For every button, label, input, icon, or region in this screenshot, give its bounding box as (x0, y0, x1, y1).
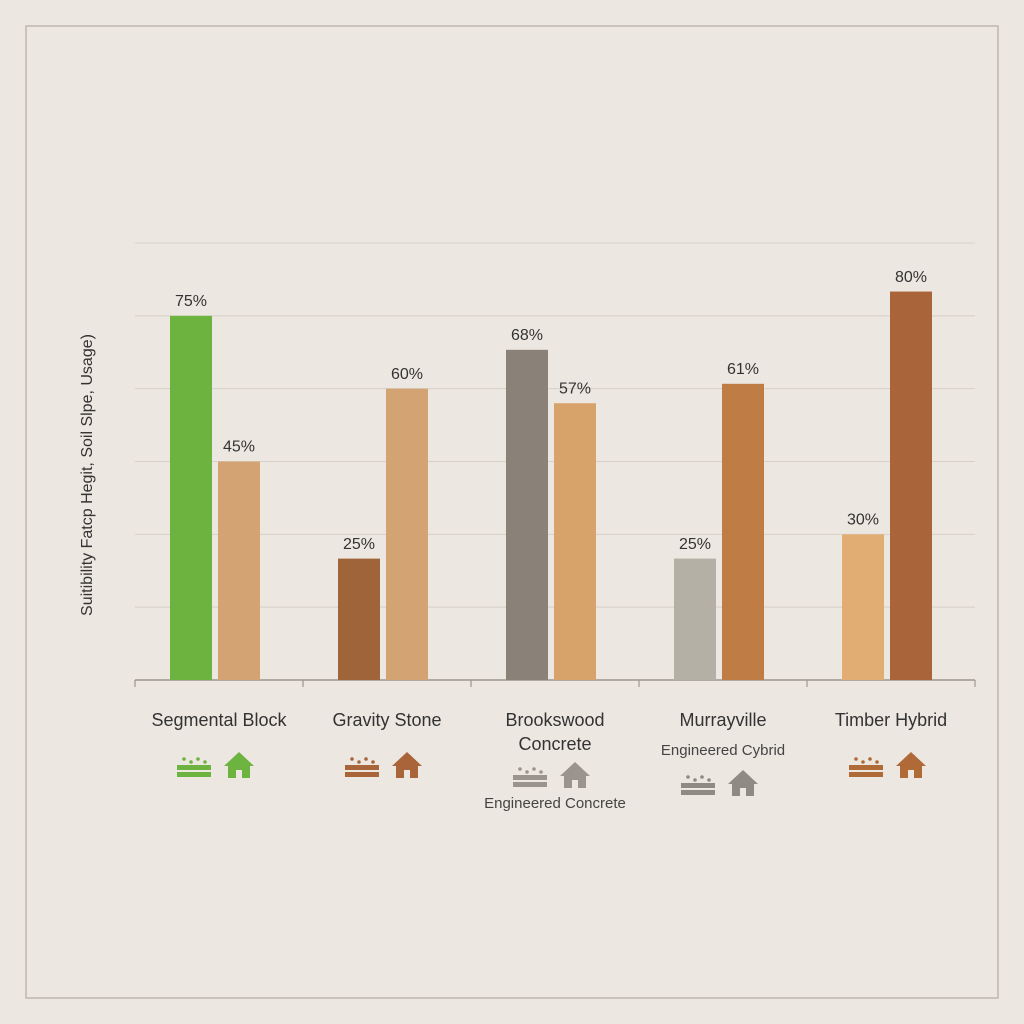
x-tick-label: Segmental Block (151, 710, 287, 730)
icon (357, 760, 361, 764)
bar (842, 534, 884, 680)
icon (728, 770, 758, 784)
icon (700, 775, 704, 779)
bar (674, 558, 716, 680)
icon (681, 783, 715, 788)
value-label: 75% (175, 293, 207, 310)
x-tick-label: Gravity Stone (332, 710, 442, 730)
bar (554, 403, 596, 680)
icon (345, 772, 379, 777)
icon (707, 778, 711, 782)
icon (572, 780, 578, 788)
icon (350, 757, 354, 761)
value-label: 45% (223, 439, 255, 456)
icon (868, 757, 872, 761)
bar (890, 291, 932, 680)
icon (908, 770, 914, 778)
icon (177, 772, 211, 777)
icon (236, 770, 242, 778)
icon (177, 765, 211, 770)
icon (513, 775, 547, 780)
icon (196, 757, 200, 761)
icon (854, 757, 858, 761)
icon (371, 760, 375, 764)
x-tick-label: Timber Hybrid (834, 710, 948, 730)
value-label: 61% (727, 361, 759, 378)
icon (560, 762, 590, 776)
category-subtitle: Engineered Concrete (484, 795, 626, 812)
icon (392, 752, 422, 766)
icon (686, 775, 690, 779)
value-label: 60% (391, 366, 423, 383)
y-axis-label: Suitibility Fatcp Hegit, Soil Slpe, Usag… (79, 334, 96, 616)
icon (518, 767, 522, 771)
icon (203, 760, 207, 764)
value-label: 80% (895, 269, 927, 286)
bar (170, 315, 212, 680)
bar (218, 461, 260, 680)
icon (182, 757, 186, 761)
icon (740, 788, 746, 796)
value-label: 30% (847, 512, 879, 529)
value-label: 68% (511, 327, 543, 344)
bar (722, 383, 764, 680)
icon (364, 757, 368, 761)
icon (693, 778, 697, 782)
x-tick-label: Brookswood Concrete (505, 710, 605, 754)
value-label: 57% (559, 380, 591, 397)
icon (896, 752, 926, 766)
bar (506, 349, 548, 680)
value-label: 25% (343, 536, 375, 553)
frame (25, 25, 999, 999)
icon (861, 760, 865, 764)
x-tick-label: Murrayville (679, 710, 767, 730)
category-subtitle: Engineered Cybrid (660, 742, 786, 759)
icon (681, 790, 715, 795)
bar (338, 558, 380, 680)
icon (539, 770, 543, 774)
icon (189, 760, 193, 764)
value-label: 25% (679, 536, 711, 553)
icon (404, 770, 410, 778)
icon (345, 765, 379, 770)
icon (224, 752, 254, 766)
icon (849, 772, 883, 777)
icon (532, 767, 536, 771)
icon (849, 765, 883, 770)
bar (386, 388, 428, 680)
icon (525, 770, 529, 774)
icon (875, 760, 879, 764)
icon (513, 782, 547, 787)
